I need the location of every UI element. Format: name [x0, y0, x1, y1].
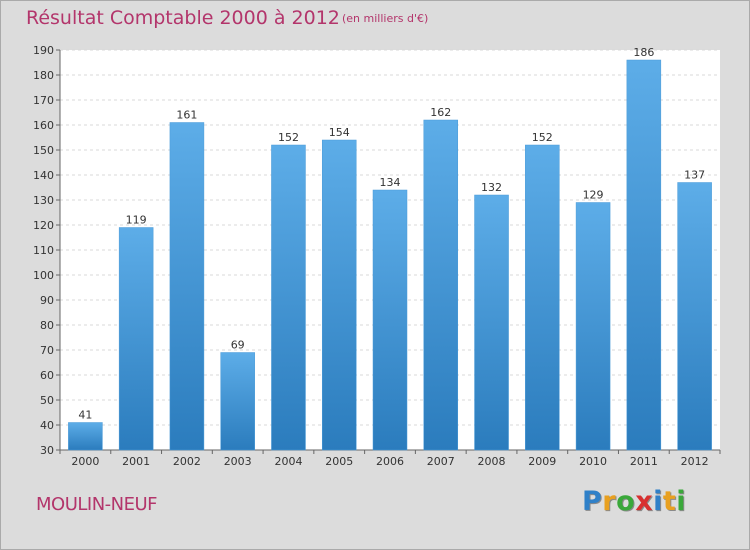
bar-2012	[677, 182, 712, 451]
x-tick-label: 2012	[681, 455, 709, 468]
y-tick-label: 110	[33, 244, 54, 257]
x-axis-ticks: 2000 2001 2002 2003 2004 2005 2006 2007 2008 2009…	[59, 450, 721, 468]
x-tick-label: 2004	[274, 455, 302, 468]
data-label-2011: 186	[633, 46, 654, 59]
logo-letter: x	[635, 486, 654, 517]
logo-letter: P	[582, 486, 603, 517]
y-tick-label: 140	[33, 169, 54, 182]
data-label-2006: 134	[380, 176, 401, 189]
x-tick-label: 2005	[325, 455, 353, 468]
x-tick-label: 2000	[71, 455, 99, 468]
bar-2011	[626, 59, 662, 451]
bar-2005	[321, 139, 357, 451]
x-tick-label: 2010	[579, 455, 607, 468]
data-label-2004: 152	[278, 131, 299, 144]
data-label-2012: 137	[684, 169, 705, 182]
data-label-2001: 119	[126, 214, 147, 227]
x-tick-label: 2008	[478, 455, 506, 468]
y-tick-label: 40	[40, 419, 54, 432]
y-tick-label: 100	[33, 269, 54, 282]
data-labels: 41 119 161 69 152 154 134 162 132 152 129 186 137	[78, 46, 705, 422]
y-tick-label: 170	[33, 94, 54, 107]
bar-2008	[474, 194, 509, 451]
chart-subtitle: (en milliers d'€)	[342, 12, 429, 25]
y-tick-label: 180	[33, 69, 54, 82]
data-label-2010: 129	[583, 189, 604, 202]
y-tick-label: 190	[33, 44, 54, 57]
y-tick-label: 130	[33, 194, 54, 207]
bar-2004	[271, 144, 306, 451]
logo-letter: o	[616, 486, 636, 517]
data-label-2000: 41	[78, 409, 92, 422]
x-tick-label: 2011	[630, 455, 658, 468]
bar-2009	[525, 144, 560, 451]
logo-letter: i	[676, 486, 687, 517]
bar-2000	[68, 422, 103, 451]
bar-2006	[372, 189, 408, 451]
y-tick-label: 30	[40, 444, 54, 457]
x-tick-label: 2003	[224, 455, 252, 468]
y-tick-label: 160	[33, 119, 54, 132]
y-tick-label: 60	[40, 369, 54, 382]
bar-2010	[575, 202, 611, 451]
x-tick-label: 2009	[528, 455, 556, 468]
data-label-2003: 69	[231, 339, 245, 352]
logo-letter: i	[653, 486, 663, 517]
y-tick-label: 70	[40, 344, 54, 357]
x-tick-label: 2002	[173, 455, 201, 468]
bars	[68, 59, 712, 451]
bar-2001	[118, 227, 154, 451]
commune-name: MOULIN-NEUF	[36, 494, 158, 515]
x-tick-label: 2001	[122, 455, 150, 468]
logo-letter: r	[602, 486, 617, 517]
y-axis-ticks: 30 40 50 60 70 80 90 100 110 120 130 140 150 160 170 18…	[33, 44, 60, 457]
y-tick-label: 80	[40, 319, 54, 332]
bar-2007	[423, 119, 459, 451]
chart-title: Résultat Comptable 2000 à 2012	[26, 7, 340, 29]
x-tick-label: 2006	[376, 455, 404, 468]
y-tick-label: 120	[33, 219, 54, 232]
bar-2003	[220, 352, 255, 451]
data-label-2009: 152	[532, 131, 553, 144]
y-tick-label: 90	[40, 294, 54, 307]
y-tick-label: 150	[33, 144, 54, 157]
logo-letter: t	[662, 486, 677, 517]
data-label-2007: 162	[430, 106, 451, 119]
x-tick-label: 2007	[427, 455, 455, 468]
y-tick-label: 50	[40, 394, 54, 407]
proxiti-logo: Proxiti	[582, 486, 686, 517]
data-label-2005: 154	[329, 126, 350, 139]
data-label-2008: 132	[481, 181, 502, 194]
bar-2002	[169, 122, 205, 451]
data-label-2002: 161	[176, 109, 197, 122]
